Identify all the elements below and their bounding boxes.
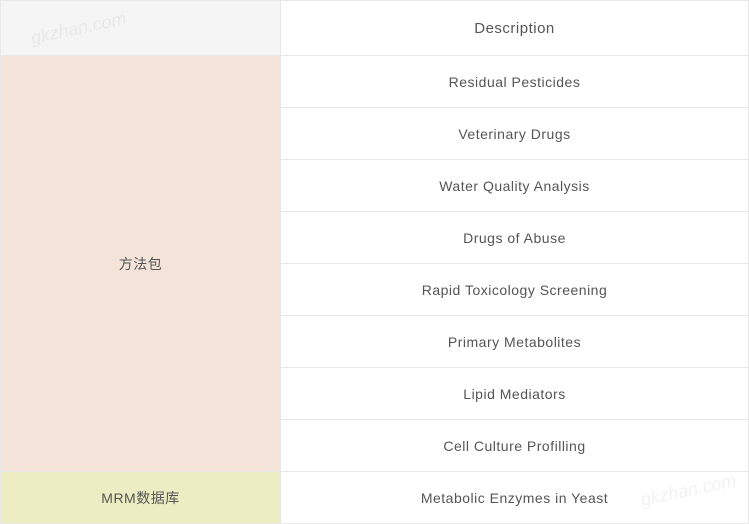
item-cell: Primary Metabolites xyxy=(281,316,749,368)
table-row: MRM数据库 Metabolic Enzymes in Yeast xyxy=(1,472,749,524)
item-cell: Residual Pesticides xyxy=(281,56,749,108)
group-label-methods: 方法包 xyxy=(1,56,281,472)
item-cell: Lipid Mediators xyxy=(281,368,749,420)
header-left-blank xyxy=(1,1,281,56)
item-cell: Drugs of Abuse xyxy=(281,212,749,264)
item-cell: Metabolic Enzymes in Yeast xyxy=(281,472,749,524)
item-cell: Cell Culture Profilling xyxy=(281,420,749,472)
group-label-mrm: MRM数据库 xyxy=(1,472,281,524)
header-description: Description xyxy=(281,1,749,56)
item-cell: Veterinary Drugs xyxy=(281,108,749,160)
method-table: Description 方法包 Residual Pesticides Vete… xyxy=(0,0,749,524)
item-cell: Water Quality Analysis xyxy=(281,160,749,212)
header-row: Description xyxy=(1,1,749,56)
item-cell: Rapid Toxicology Screening xyxy=(281,264,749,316)
table-row: 方法包 Residual Pesticides xyxy=(1,56,749,108)
